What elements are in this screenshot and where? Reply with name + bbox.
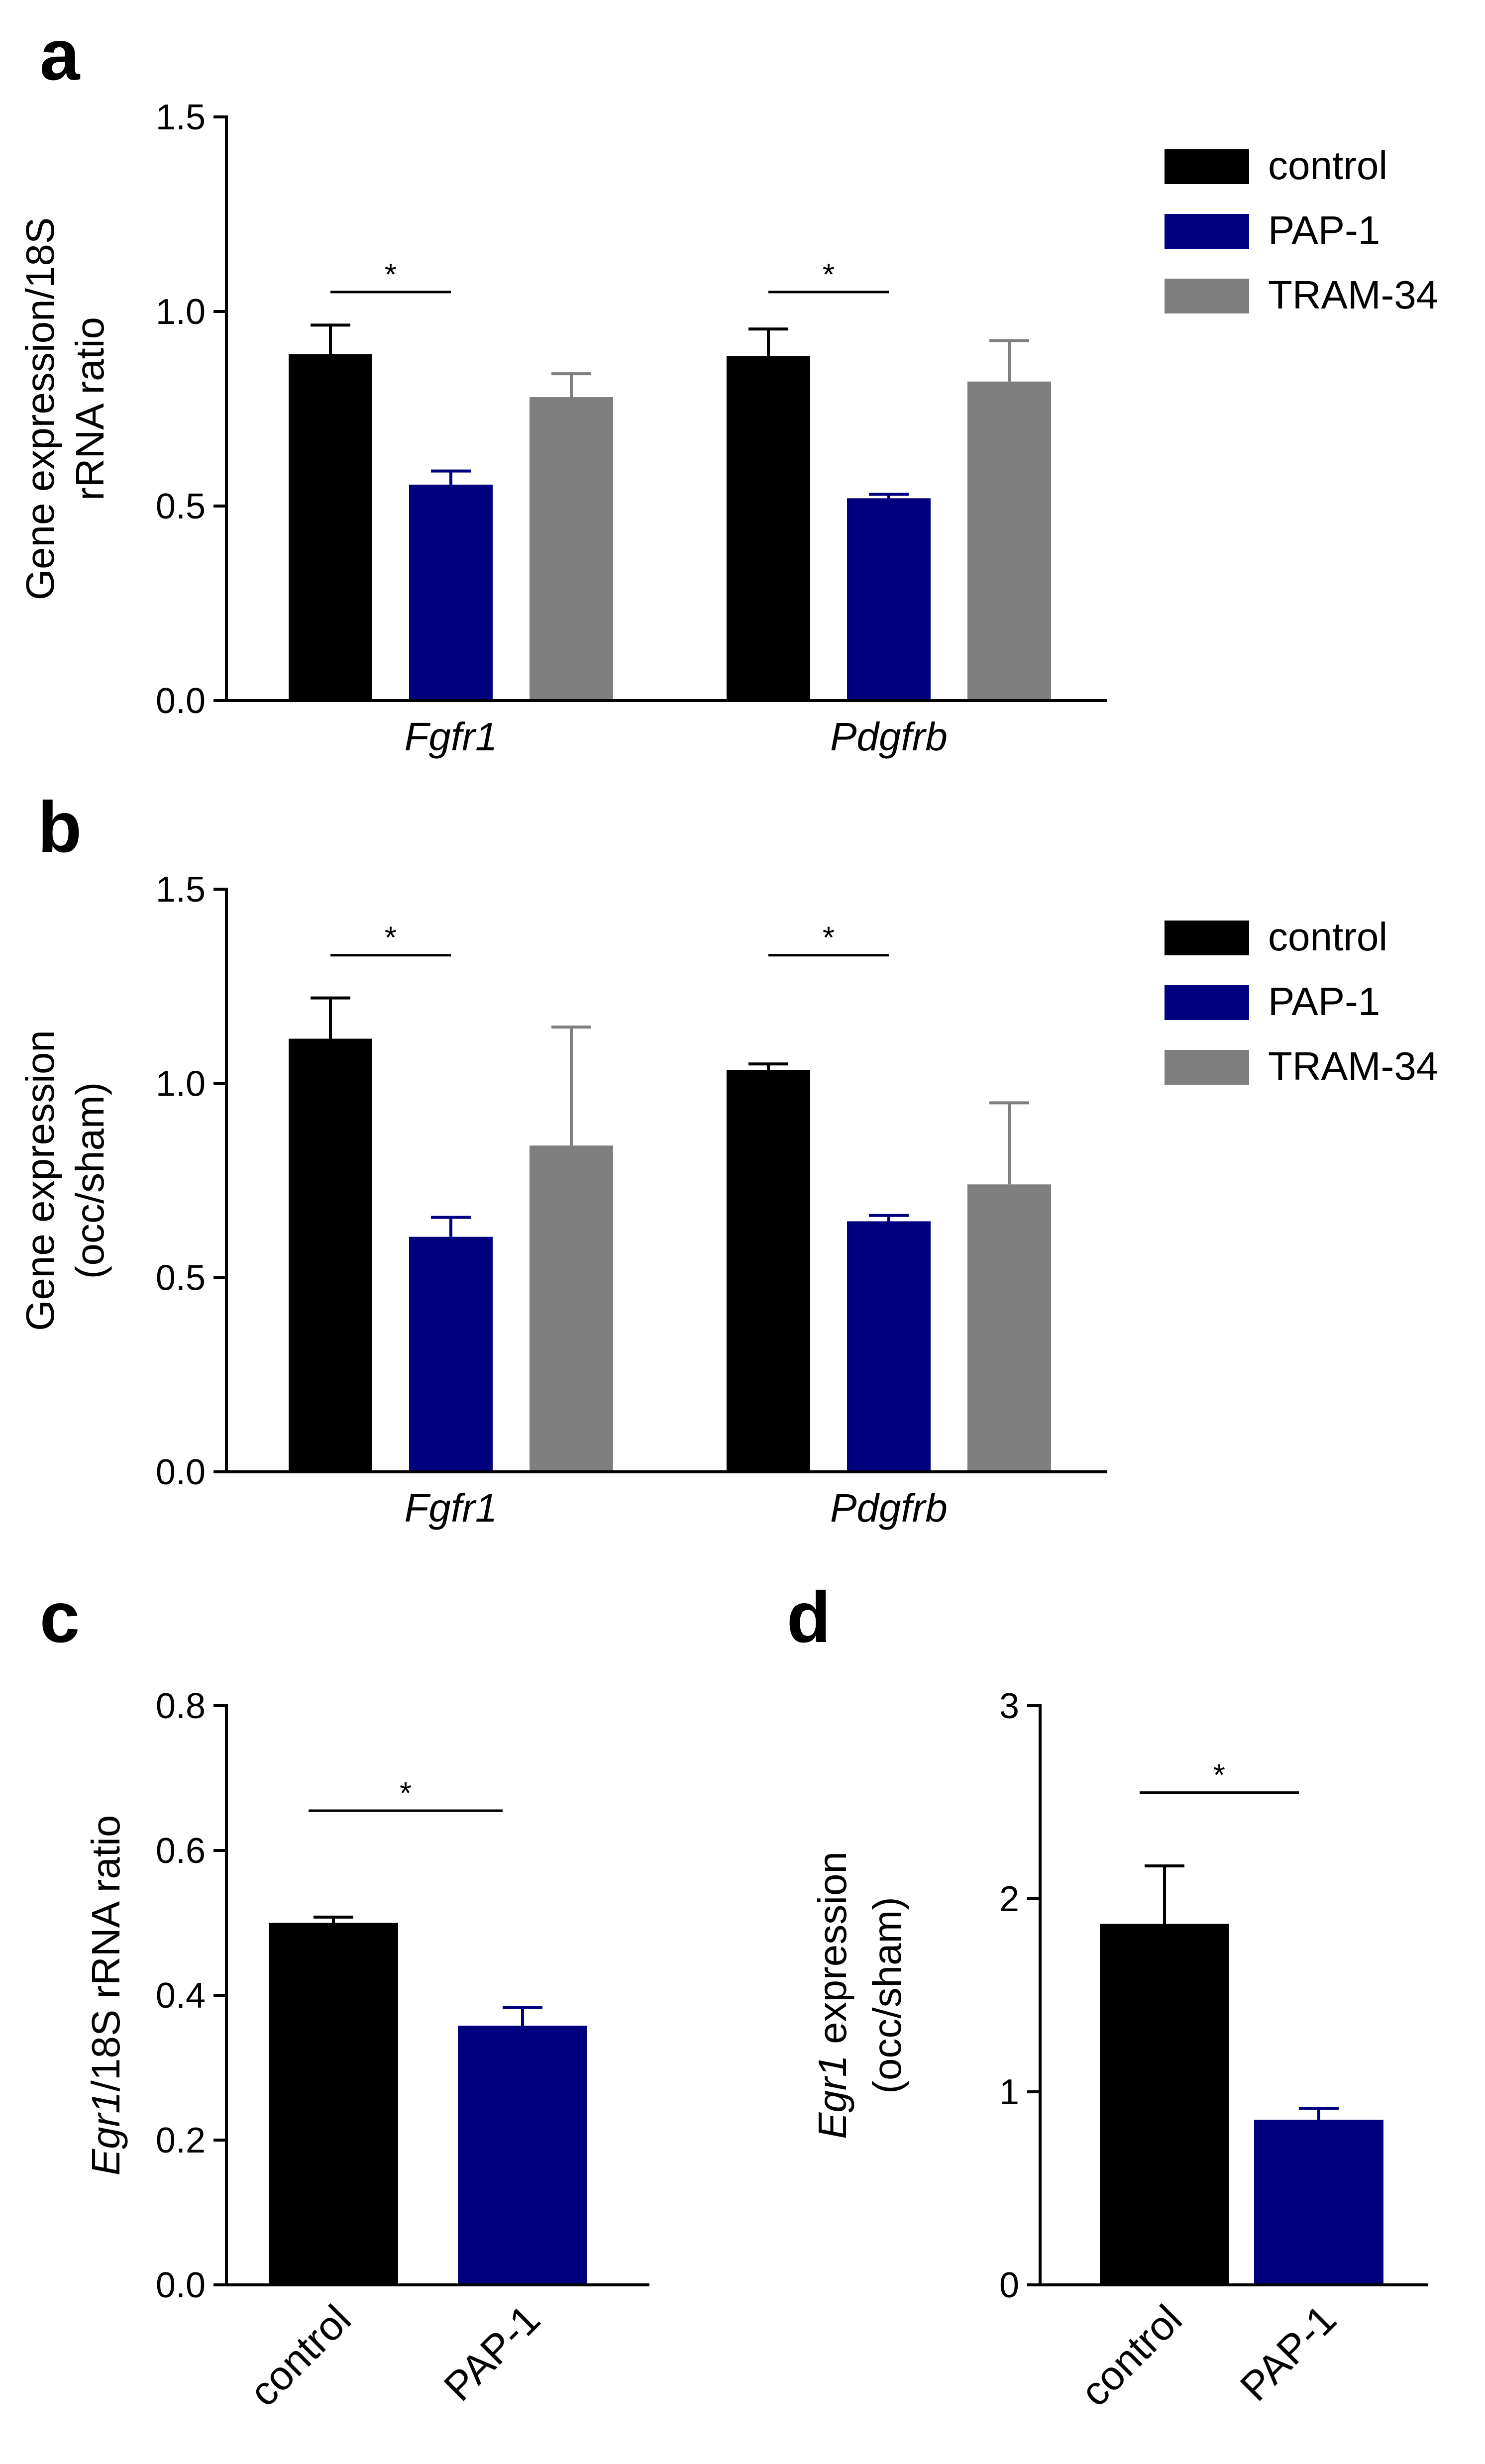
y-tick-label: 0.0 — [156, 1452, 206, 1492]
x-category-label-Fgfr1: Fgfr1 — [405, 1486, 498, 1530]
bar-TRAM-34-Fgfr1 — [530, 1145, 613, 1472]
y-tick-label: 1.0 — [156, 1064, 206, 1104]
legend-swatch-control — [1165, 921, 1249, 955]
bar-TRAM-34-Pdgfrb — [967, 381, 1051, 701]
y-axis-label-line2: (occ/sham) — [865, 1897, 909, 2094]
x-category-label-control: control — [241, 2296, 359, 2415]
legend-swatch-PAP-1 — [1165, 214, 1249, 249]
y-tick-label: 0.0 — [156, 2265, 206, 2305]
y-axis-label-line2: (occ/sham) — [68, 1082, 112, 1279]
bar-control-Pdgfrb — [727, 1070, 810, 1472]
bar-control-Fgfr1 — [289, 1038, 372, 1472]
bar-control-Pdgfrb — [727, 356, 810, 701]
legend-label: control — [1268, 143, 1387, 188]
bar-PAP-1-Pdgfrb — [847, 1221, 931, 1472]
y-axis-label-gene: Egr1 — [84, 2091, 128, 2175]
y-axis-label-rest: expression — [810, 1851, 854, 2055]
bar-TRAM-34-Fgfr1 — [530, 397, 613, 701]
y-tick-label: 1.5 — [156, 870, 206, 910]
legend-swatch-TRAM-34 — [1165, 279, 1249, 313]
legend-swatch-PAP-1 — [1165, 985, 1249, 1020]
panel-label-c: c — [40, 1577, 80, 1657]
chart-panel-a: a Gene expression/18S rRNA ratio 0.0 0.5 1.0 1… — [18, 14, 1438, 759]
y-tick-label: 0.2 — [156, 2121, 206, 2160]
y-tick-label: 2 — [999, 1879, 1019, 1919]
chart-panel-d: d control PAP-1 0 1 2 3 * Egr1 expression (occ/sh… — [787, 1577, 1428, 2415]
bar-TRAM-34-Pdgfrb — [967, 1184, 1051, 1472]
significance-star: * — [385, 258, 397, 292]
x-category-label-control: control — [1072, 2296, 1190, 2415]
legend-label: PAP-1 — [1268, 979, 1380, 1024]
y-tick-label: 0.4 — [156, 1976, 206, 2016]
significance-star: * — [400, 1776, 412, 1811]
significance-star: * — [385, 921, 397, 955]
x-category-label-Fgfr1: Fgfr1 — [405, 715, 498, 759]
bar-PAP-1-Fgfr1 — [409, 1236, 493, 1472]
y-axis-label-line1: Gene expression — [18, 1030, 62, 1331]
bar-control — [269, 1923, 398, 2285]
y-tick-label: 0.5 — [156, 487, 206, 526]
chart-panel-c: c control PAP-1 0.0 0.2 0.4 0.6 0.8 * Egr1/18S rR… — [40, 1577, 649, 2415]
significance-star: * — [823, 921, 835, 955]
bar-control — [1100, 1924, 1229, 2285]
bar-PAP-1 — [458, 2026, 587, 2285]
y-tick-label: 0.5 — [156, 1258, 206, 1298]
bar-PAP-1 — [1254, 2120, 1383, 2285]
panel-label-d: d — [787, 1577, 831, 1657]
x-category-label-PAP-1: PAP-1 — [1232, 2296, 1345, 2410]
y-tick-label: 1.0 — [156, 292, 206, 332]
bar-PAP-1-Pdgfrb — [847, 498, 931, 701]
y-axis-label-line2: rRNA ratio — [68, 317, 112, 501]
y-axis-label-line1: Egr1 expression — [810, 1851, 854, 2139]
significance-star: * — [823, 258, 835, 292]
y-axis-label-rest: /18S rRNA ratio — [84, 1815, 128, 2092]
y-tick-label: 1.5 — [156, 98, 206, 137]
y-tick-label: 0.0 — [156, 681, 206, 721]
significance-star: * — [1213, 1758, 1225, 1793]
y-tick-label: 0 — [999, 2265, 1019, 2305]
y-tick-label: 0.6 — [156, 1831, 206, 1871]
legend-swatch-control — [1165, 149, 1249, 184]
chart-panel-b: b Gene expression (occ/sham) 0.0 0.5 1.0 1.5 Fg… — [18, 787, 1438, 1530]
bar-PAP-1-Fgfr1 — [409, 484, 493, 701]
y-axis-label: Egr1/18S rRNA ratio — [84, 1815, 128, 2176]
y-tick-label: 0.8 — [156, 1686, 206, 1726]
y-tick-label: 3 — [999, 1686, 1019, 1726]
legend-label: TRAM-34 — [1268, 273, 1438, 317]
panel-label-a: a — [40, 14, 81, 95]
panel-label-b: b — [38, 787, 82, 867]
y-tick-label: 1 — [999, 2072, 1019, 2112]
legend-label: TRAM-34 — [1268, 1044, 1438, 1088]
x-category-label-PAP-1: PAP-1 — [435, 2296, 549, 2410]
legend-label: PAP-1 — [1268, 208, 1380, 252]
legend-label: control — [1268, 915, 1387, 959]
legend-swatch-TRAM-34 — [1165, 1050, 1249, 1085]
x-category-label-Pdgfrb: Pdgfrb — [830, 1486, 948, 1530]
bar-control-Fgfr1 — [289, 354, 372, 701]
x-category-label-Pdgfrb: Pdgfrb — [830, 715, 948, 759]
y-axis-label-line1: Gene expression/18S — [18, 217, 62, 600]
y-axis-label-gene: Egr1 — [810, 2055, 854, 2139]
